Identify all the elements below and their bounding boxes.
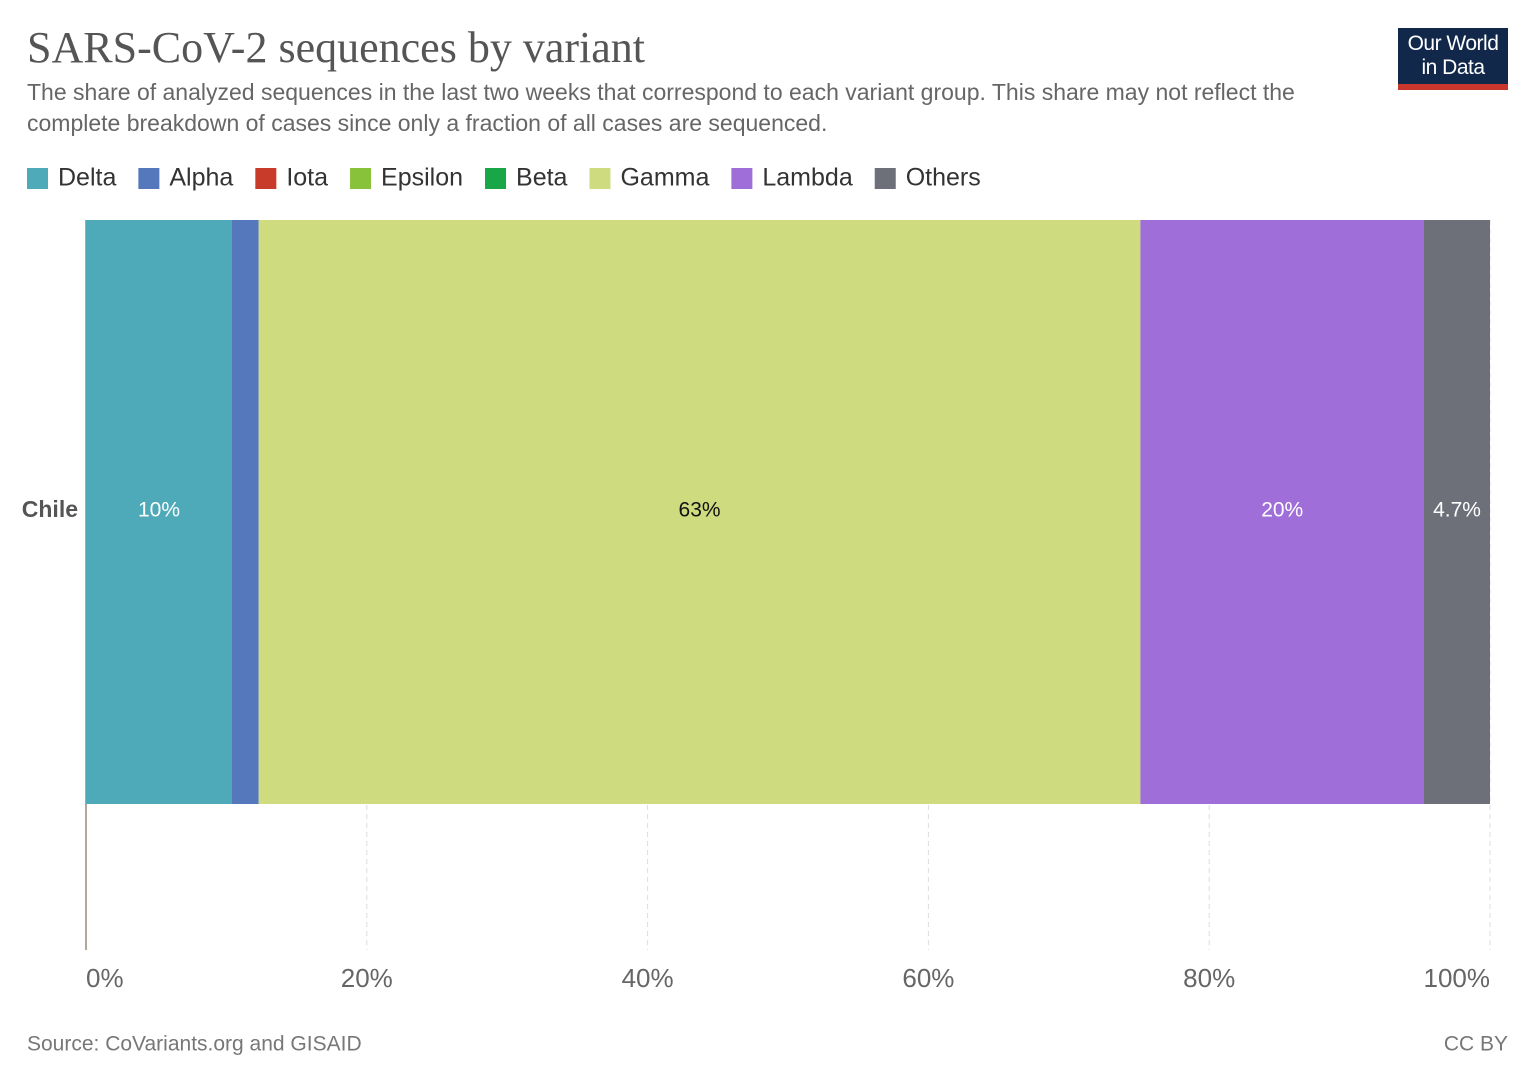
chart-title: SARS-CoV-2 sequences by variant: [27, 23, 645, 72]
x-tick-label: 0%: [86, 963, 124, 993]
legend-label: Epsilon: [381, 164, 463, 192]
x-tick-label: 100%: [1424, 963, 1491, 993]
legend-swatch: [138, 168, 160, 189]
logo-line: in Data: [1421, 56, 1485, 79]
y-tick-label: Chile: [22, 496, 78, 522]
logo-line: Our World: [1407, 32, 1499, 55]
legend-label: Alpha: [169, 164, 233, 192]
logo[interactable]: Our World in Data: [1398, 28, 1508, 90]
legend-swatch: [255, 168, 277, 189]
bar-segment: [232, 220, 259, 804]
legend-swatch: [589, 168, 611, 189]
x-tick-label: 20%: [341, 963, 393, 993]
legend-label: Others: [906, 164, 981, 192]
x-tick-label: 40%: [622, 963, 674, 993]
chart-subtitle: The share of analyzed sequences in the l…: [27, 79, 1295, 136]
value-label: 20%: [1261, 499, 1303, 522]
x-tick-label: 60%: [902, 963, 954, 993]
legend-label: Beta: [516, 164, 568, 192]
bar-segment: [86, 220, 233, 804]
value-label: 4.7%: [1433, 499, 1481, 522]
x-tick-label: 80%: [1183, 963, 1235, 993]
legend-label: Lambda: [762, 164, 852, 192]
legend-swatch: [731, 168, 753, 189]
license: CC BY: [1444, 1033, 1508, 1056]
value-label: 63%: [679, 499, 721, 522]
bar-segment: [258, 220, 1141, 804]
bar-segment: [1424, 220, 1490, 804]
value-label: 10%: [138, 499, 180, 522]
legend-swatch: [350, 168, 372, 189]
bar-segment: [1140, 220, 1425, 804]
source: Source: CoVariants.org and GISAID: [27, 1033, 362, 1056]
legend-swatch: [874, 168, 896, 189]
legend-swatch: [485, 168, 507, 189]
legend-swatch: [27, 168, 48, 189]
legend-label: Gamma: [620, 164, 709, 192]
legend-label: Iota: [286, 164, 328, 192]
legend-label: Delta: [58, 164, 116, 192]
